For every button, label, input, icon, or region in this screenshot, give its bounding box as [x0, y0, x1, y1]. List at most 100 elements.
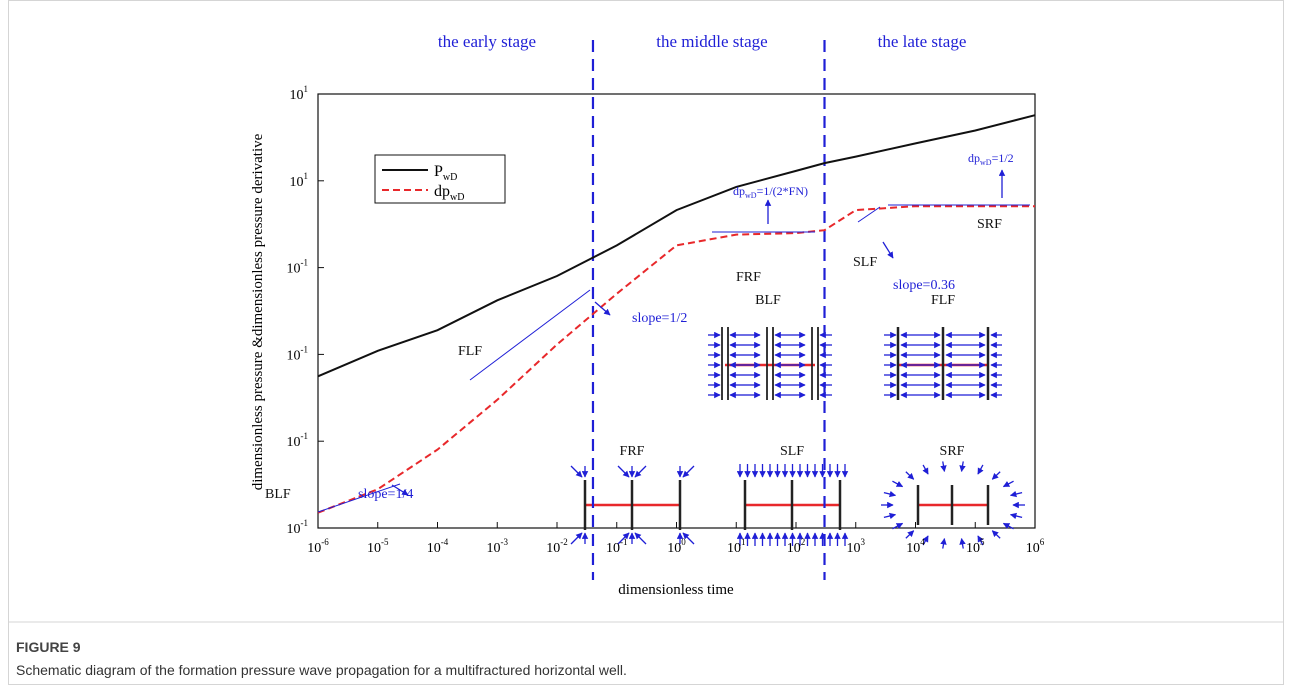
annotation-subscript: wD — [745, 191, 757, 200]
y-tick-exponent: -1 — [301, 344, 309, 354]
annotation: slope=0.36 — [893, 278, 955, 293]
arrow — [906, 472, 914, 480]
arrow — [992, 472, 1000, 480]
annotation: the early stage — [438, 32, 536, 51]
y-tick-label: 10-1 — [287, 258, 309, 277]
y-tick-base: 10 — [290, 88, 304, 103]
arrow — [571, 466, 582, 477]
annotation: BLF — [755, 293, 781, 308]
annotation-text: the early stage — [438, 32, 536, 51]
x-tick-exponent: -2 — [560, 537, 568, 547]
x-tick-exponent: 3 — [861, 537, 866, 547]
y-tick-base: 10 — [287, 262, 301, 277]
schematics — [571, 327, 1025, 549]
legend-subscript: wD — [443, 172, 457, 183]
annotation-text: slope=0.36 — [893, 278, 955, 293]
annotation: slope=1/2 — [632, 311, 687, 326]
x-tick-base: 10 — [606, 541, 620, 556]
y-tick-label: 101 — [290, 171, 309, 190]
annotation: SLF — [780, 444, 804, 459]
x-tick-base: 10 — [966, 541, 980, 556]
annotation-text: FRF — [620, 444, 645, 459]
x-tick-label: 10-5 — [367, 537, 389, 556]
legend-name: P — [434, 163, 443, 180]
annotation-text: the late stage — [878, 32, 967, 51]
y-tick-label: 10-1 — [287, 431, 309, 450]
x-tick-exponent: -4 — [441, 537, 449, 547]
annotation-text: BLF — [755, 293, 781, 308]
legend-name: dp — [434, 183, 450, 200]
x-tick-label: 106 — [1026, 537, 1045, 556]
x-tick-exponent: -5 — [381, 537, 389, 547]
arrow — [571, 533, 582, 544]
arrow — [892, 481, 902, 486]
series-line — [318, 206, 1035, 513]
arrow — [962, 461, 964, 471]
annotation-text: the middle stage — [656, 32, 767, 51]
figure-caption: Schematic diagram of the formation press… — [16, 662, 627, 678]
x-tick-label: 103 — [847, 537, 866, 556]
y-tick-label: 10-1 — [287, 344, 309, 363]
arrow — [906, 531, 914, 539]
arrow — [923, 465, 928, 474]
x-tick-label: 104 — [906, 537, 925, 556]
y-tick-exponent: -1 — [301, 518, 309, 528]
annotation: BLF — [265, 487, 291, 502]
annotation: the middle stage — [656, 32, 767, 51]
annotation-text: FLF — [458, 344, 482, 359]
annotation-text: slope=1/2 — [632, 311, 687, 326]
x-tick-exponent: 2 — [801, 537, 806, 547]
annotation: FRF — [736, 270, 761, 285]
annotation-text: BLF — [265, 487, 291, 502]
arrow — [962, 539, 964, 549]
arrow — [943, 461, 945, 471]
y-tick-exponent: -1 — [301, 258, 309, 268]
annotation: FLF — [931, 293, 955, 308]
arrow — [683, 466, 694, 477]
annotation: the late stage — [878, 32, 967, 51]
arrow — [1003, 481, 1013, 486]
x-tick-exponent: 5 — [980, 537, 985, 547]
arrow — [1011, 493, 1023, 496]
series-line — [318, 115, 1035, 376]
y-tick-exponent: 1 — [304, 84, 309, 94]
y-tick-base: 10 — [287, 435, 301, 450]
x-tick-label: 10-2 — [546, 537, 568, 556]
arrow — [635, 533, 646, 544]
x-tick-label: 10-4 — [427, 537, 449, 556]
annotation-text: SLF — [853, 255, 877, 270]
x-tick-label: 10-1 — [606, 537, 628, 556]
x-tick-label: 102 — [787, 537, 806, 556]
annotation-text: FLF — [931, 293, 955, 308]
x-tick-exponent: -1 — [620, 537, 628, 547]
y-tick-exponent: 1 — [304, 171, 309, 181]
annotation: dpwD=1/2 — [968, 151, 1014, 167]
annotation-text: dp — [733, 184, 745, 198]
arrow — [595, 302, 610, 315]
x-tick-exponent: 1 — [741, 537, 746, 547]
x-tick-label: 10-3 — [487, 537, 509, 556]
x-tick-exponent: -3 — [501, 537, 509, 547]
arrow — [635, 466, 646, 477]
annotation-text: dp — [968, 151, 980, 165]
x-tick-label: 100 — [667, 537, 686, 556]
arrow — [992, 531, 1000, 539]
annotation-rest: =1/2 — [992, 151, 1014, 165]
annotation-text: SRF — [940, 444, 965, 459]
x-tick-exponent: -6 — [321, 537, 329, 547]
annotation-subscript: wD — [980, 158, 992, 167]
annotation-text: SLF — [780, 444, 804, 459]
x-tick-base: 10 — [367, 541, 381, 556]
x-tick-base: 10 — [906, 541, 920, 556]
y-tick-label: 10-1 — [287, 518, 309, 537]
y-tick-base: 10 — [287, 522, 301, 537]
arrow — [884, 515, 896, 518]
x-tick-exponent: 4 — [920, 537, 925, 547]
x-tick-base: 10 — [847, 541, 861, 556]
arrow — [1011, 515, 1023, 518]
annotation-text: FRF — [736, 270, 761, 285]
arrow — [943, 539, 945, 549]
x-tick-base: 10 — [787, 541, 801, 556]
annotation: FLF — [458, 344, 482, 359]
y-tick-base: 10 — [287, 348, 301, 363]
